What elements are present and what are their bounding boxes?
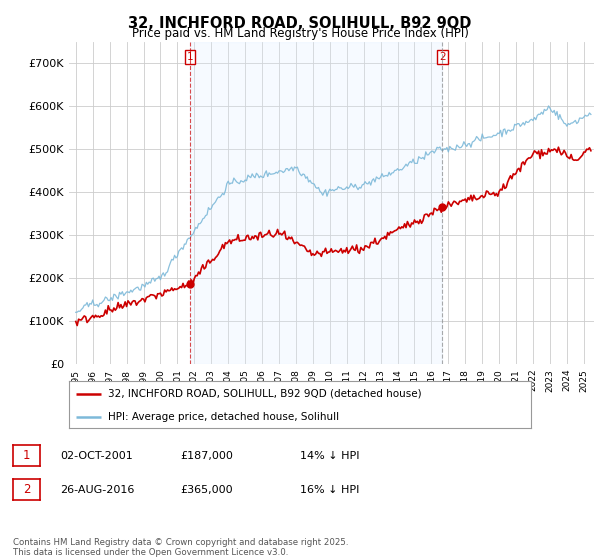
Text: Price paid vs. HM Land Registry's House Price Index (HPI): Price paid vs. HM Land Registry's House …: [131, 27, 469, 40]
Text: 2: 2: [439, 52, 446, 62]
Text: 32, INCHFORD ROAD, SOLIHULL, B92 9QD (detached house): 32, INCHFORD ROAD, SOLIHULL, B92 9QD (de…: [108, 389, 422, 399]
Text: 02-OCT-2001: 02-OCT-2001: [60, 451, 133, 461]
Text: 2: 2: [23, 483, 31, 496]
Text: 14% ↓ HPI: 14% ↓ HPI: [300, 451, 359, 461]
Text: 1: 1: [187, 52, 193, 62]
Text: £365,000: £365,000: [180, 485, 233, 495]
Text: HPI: Average price, detached house, Solihull: HPI: Average price, detached house, Soli…: [108, 413, 340, 422]
Text: 32, INCHFORD ROAD, SOLIHULL, B92 9QD: 32, INCHFORD ROAD, SOLIHULL, B92 9QD: [128, 16, 472, 31]
Text: 1: 1: [23, 449, 31, 462]
Text: £187,000: £187,000: [180, 451, 233, 461]
Text: 16% ↓ HPI: 16% ↓ HPI: [300, 485, 359, 495]
Text: 26-AUG-2016: 26-AUG-2016: [60, 485, 134, 495]
Bar: [190, 42, 442, 364]
Text: Contains HM Land Registry data © Crown copyright and database right 2025.
This d: Contains HM Land Registry data © Crown c…: [13, 538, 349, 557]
